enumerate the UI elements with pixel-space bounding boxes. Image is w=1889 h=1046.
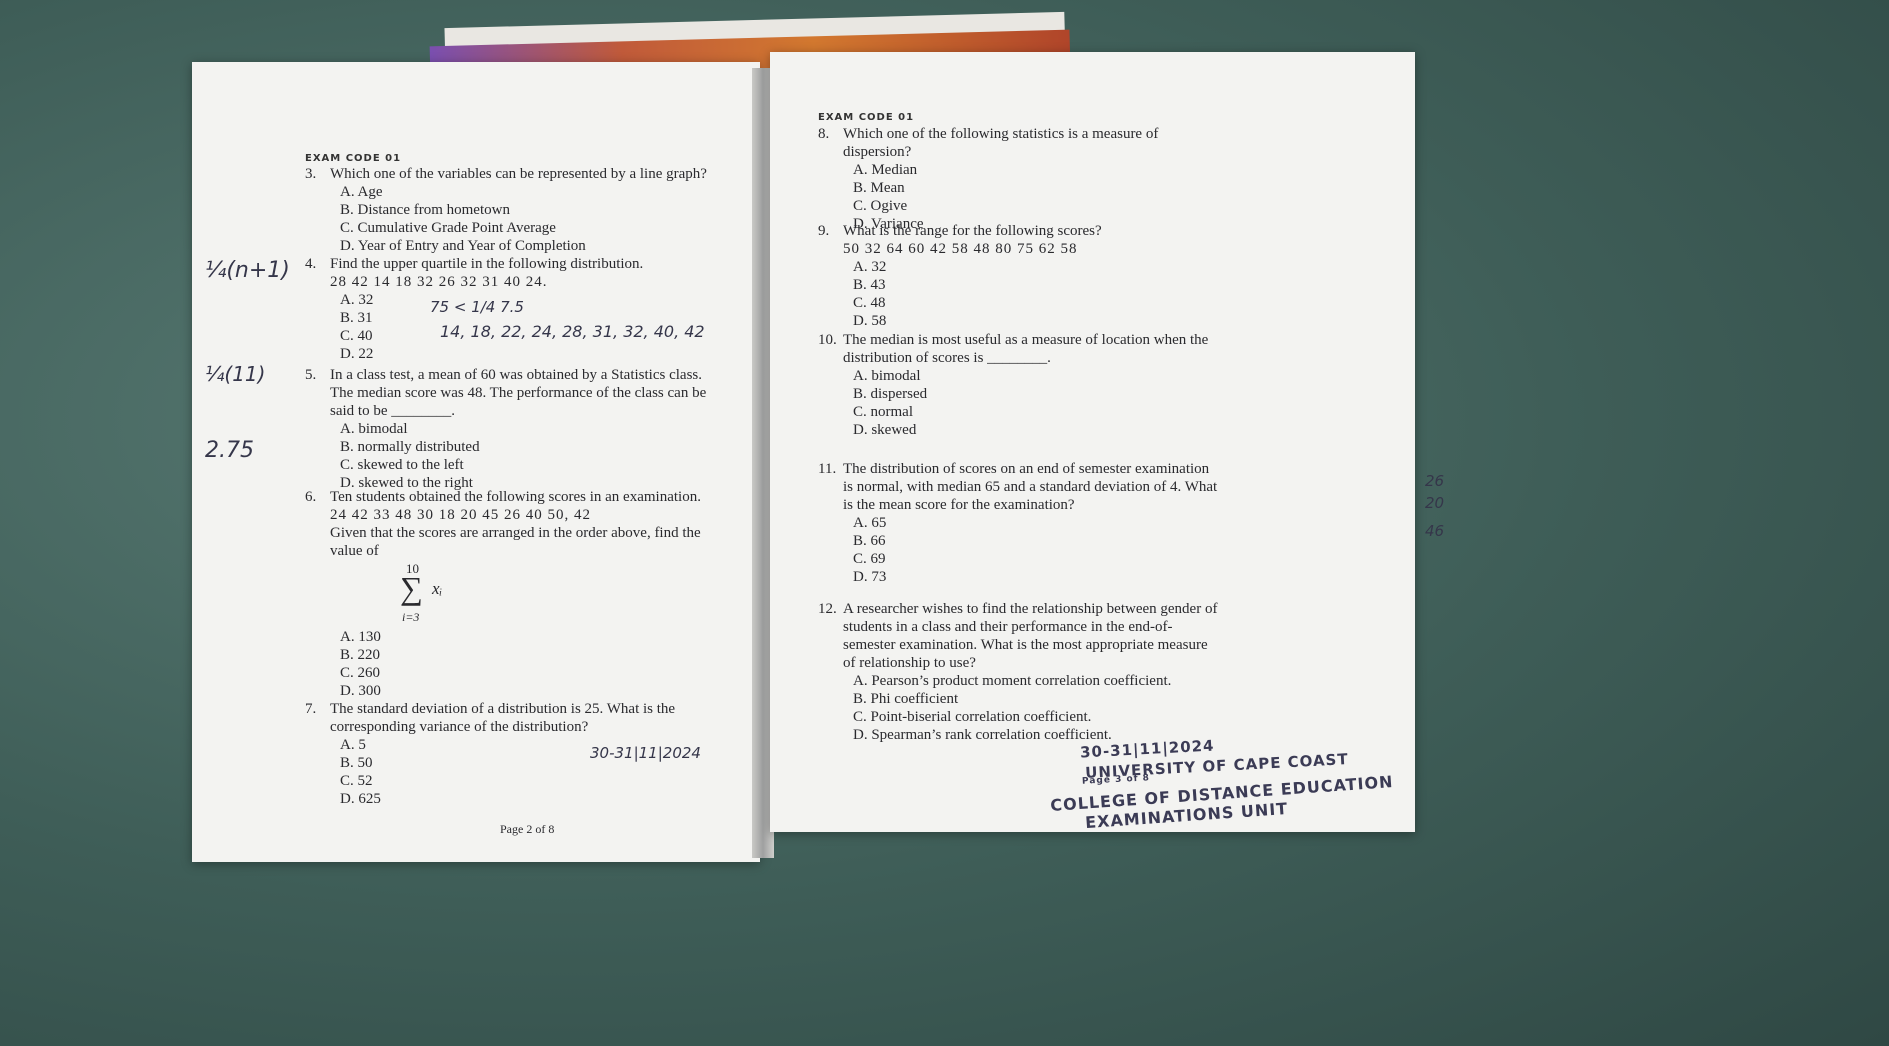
answer-option: C. 48	[853, 295, 886, 311]
answer-option: A. Median	[853, 162, 918, 178]
question-text: In a class test, a mean of 60 was obtain…	[330, 367, 707, 419]
question: 11. The distribution of scores on an end …	[818, 460, 1218, 586]
answer-option: B. 66	[853, 533, 886, 549]
question-text: What is the range for the following scor…	[843, 223, 1102, 239]
spine-shadow	[752, 68, 774, 858]
question-text: The standard deviation of a distribution…	[330, 701, 676, 735]
question: 4. Find the upper quartile in the followi…	[305, 255, 725, 363]
question: 5. In a class test, a mean of 60 was obta…	[305, 366, 725, 492]
answer-option: A. 130	[340, 629, 381, 645]
question-data: 50 32 64 60 42 58 48 80 75 62 58	[843, 241, 1078, 257]
answer-option: B. Distance from hometown	[340, 202, 510, 218]
sum-symbol: ∑	[400, 570, 423, 606]
answer-option: D. Spearman’s rank correlation coefficie…	[853, 727, 1112, 743]
answer-option: D. 22	[340, 346, 374, 362]
question-number: 9.	[818, 223, 830, 239]
answer-option: D. 625	[340, 791, 381, 807]
answer-option: B. Mean	[853, 180, 905, 196]
answer-option: A. Age	[340, 184, 383, 200]
question-data: 28 42 14 18 32 26 32 31 40 24.	[330, 274, 548, 290]
question-text: Given that the scores are arranged in th…	[330, 525, 701, 559]
handwritten-note: 2.75	[205, 438, 254, 463]
answer-option: D. 300	[340, 683, 381, 699]
answer-option: B. normally distributed	[340, 439, 480, 455]
answer-option: A. bimodal	[853, 368, 921, 384]
exam-code: EXAM CODE 01	[818, 112, 915, 123]
question-text: Which one of the variables can be repres…	[330, 166, 707, 182]
question: 7. The standard deviation of a distributi…	[305, 700, 725, 808]
sum-lower: i=3	[402, 610, 420, 624]
answer-option: A. bimodal	[340, 421, 408, 437]
answer-option: C. 260	[340, 665, 381, 681]
answer-option: A. 32	[853, 259, 887, 275]
answer-option: D. 58	[853, 313, 887, 329]
question-data: 24 42 33 48 30 18 20 45 26 40 50, 42	[330, 507, 591, 523]
question: 3. Which one of the variables can be repr…	[305, 165, 725, 255]
question: 9. What is the range for the following sc…	[818, 222, 1218, 330]
question: 10. The median is most useful as a measur…	[818, 331, 1218, 439]
answer-option: C. Point-biserial correlation coefficien…	[853, 709, 1092, 725]
left-sheet	[192, 62, 760, 862]
right-sheet	[770, 52, 1415, 832]
answer-option: B. Phi coefficient	[853, 691, 959, 707]
handwritten-note: 20	[1425, 494, 1445, 512]
question-number: 11.	[818, 461, 837, 477]
question-number: 4.	[305, 256, 317, 272]
handwritten-note: 75 < 1/4 7.5	[430, 298, 524, 316]
answer-option: A. 65	[853, 515, 887, 531]
question-number: 5.	[305, 367, 317, 383]
question: 6. Ten students obtained the following sc…	[305, 488, 725, 700]
question-text: The median is most useful as a measure o…	[843, 332, 1209, 366]
handwritten-note: 14, 18, 22, 24, 28, 31, 32, 40, 42	[440, 322, 705, 341]
question-number: 10.	[818, 332, 837, 348]
answer-option: B. 50	[340, 755, 373, 771]
question-number: 12.	[818, 601, 837, 617]
question-text: The distribution of scores on an end of …	[843, 461, 1218, 513]
answer-option: B. dispersed	[853, 386, 928, 402]
answer-option: D. 73	[853, 569, 887, 585]
summation-formula: 10 ∑ xᵢ i=3	[400, 560, 725, 628]
answer-option: C. Ogive	[853, 198, 908, 214]
handwritten-note: ¼(n+1)	[205, 258, 290, 283]
answer-option: C. Cumulative Grade Point Average	[340, 220, 556, 236]
exam-code: EXAM CODE 01	[305, 153, 402, 164]
answer-option: C. 69	[853, 551, 886, 567]
answer-option: C. normal	[853, 404, 913, 420]
answer-option: D. skewed	[853, 422, 917, 438]
question-text: A researcher wishes to find the relation…	[843, 601, 1218, 671]
answer-option: B. 43	[853, 277, 886, 293]
answer-option: A. 32	[340, 292, 374, 308]
answer-option: A. Pearson’s product moment correlation …	[853, 673, 1172, 689]
answer-option: D. Variance	[853, 216, 924, 232]
question-text: Which one of the following statistics is…	[843, 126, 1159, 160]
sum-term: xᵢ	[432, 579, 443, 598]
answer-option: C. 52	[340, 773, 373, 789]
question-text: Ten students obtained the following scor…	[330, 489, 701, 505]
question: 8. Which one of the following statistics …	[818, 125, 1218, 233]
answer-option: C. skewed to the left	[340, 457, 464, 473]
answer-option: B. 31	[340, 310, 373, 326]
handwritten-note: 26	[1425, 472, 1445, 490]
sum-upper: 10	[406, 561, 419, 576]
question-number: 7.	[305, 701, 317, 717]
question-number: 3.	[305, 166, 317, 182]
answer-option: C. 40	[340, 328, 373, 344]
question-number: 8.	[818, 126, 830, 142]
question: 12. A researcher wishes to find the relat…	[818, 600, 1218, 744]
question-number: 6.	[305, 489, 317, 505]
answer-option: B. 220	[340, 647, 381, 663]
handwritten-note: ¼(11)	[205, 362, 266, 386]
page-number: Page 2 of 8	[500, 822, 555, 836]
handwritten-note: 46	[1425, 522, 1445, 540]
answer-option: D. skewed to the right	[340, 475, 473, 491]
handwritten-note: 30-31|11|2024	[590, 744, 701, 762]
answer-option: D. Year of Entry and Year of Completion	[340, 238, 586, 254]
answer-option: A. 5	[340, 737, 366, 753]
question-text: Find the upper quartile in the following…	[330, 256, 644, 272]
